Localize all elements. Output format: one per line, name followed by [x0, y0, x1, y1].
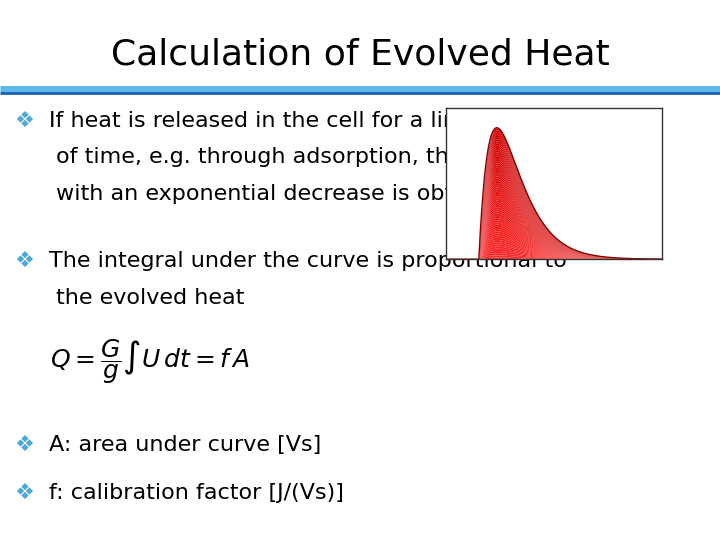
Text: the evolved heat: the evolved heat [56, 288, 245, 308]
Text: A: area under curve [Vs]: A: area under curve [Vs] [49, 435, 321, 455]
Text: with an exponential decrease is obtained for U: with an exponential decrease is obtained… [56, 184, 577, 204]
Text: ❖: ❖ [14, 251, 35, 271]
Text: If heat is released in the cell for a limited period: If heat is released in the cell for a li… [49, 111, 585, 131]
Text: Calculation of Evolved Heat: Calculation of Evolved Heat [111, 38, 609, 72]
Text: The integral under the curve is proportional to: The integral under the curve is proporti… [49, 251, 567, 271]
Text: of time, e.g. through adsorption, then a signal: of time, e.g. through adsorption, then a… [56, 147, 570, 167]
Text: ❖: ❖ [14, 111, 35, 131]
Text: $Q = \dfrac{G}{g}\int U\,dt = f\,A$: $Q = \dfrac{G}{g}\int U\,dt = f\,A$ [50, 338, 251, 386]
Text: ❖: ❖ [14, 435, 35, 455]
Text: f: calibration factor [J/(Vs)]: f: calibration factor [J/(Vs)] [49, 483, 344, 503]
Text: ❖: ❖ [14, 483, 35, 503]
